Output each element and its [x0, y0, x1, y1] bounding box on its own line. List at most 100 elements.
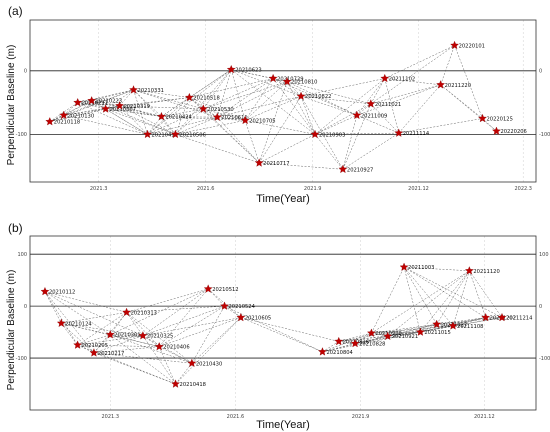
interferogram-pair-line — [133, 89, 176, 135]
interferogram-pair-line — [175, 120, 246, 135]
interferogram-pair-line — [398, 84, 441, 134]
interferogram-pair-line — [126, 288, 209, 313]
interferogram-pair-line — [356, 103, 371, 116]
acquisition-date-label: 20210205 — [82, 343, 108, 349]
interferogram-pair-line — [300, 78, 385, 97]
interferogram-pair-line — [91, 89, 134, 101]
interferogram-pair-line — [63, 89, 134, 116]
interferogram-pair-line — [287, 81, 371, 105]
interferogram-pair-line — [387, 317, 486, 337]
interferogram-pair-line — [440, 84, 497, 132]
interferogram-pair-line — [469, 270, 503, 318]
acquisition-date-label: 20210717 — [263, 161, 289, 167]
panel-b-label: (b) — [8, 221, 23, 235]
interferogram-pair-line — [452, 270, 470, 326]
interferogram-pair-line — [147, 97, 190, 135]
interferogram-pair-line — [436, 324, 454, 327]
x-tick-label: 2021.3 — [90, 186, 108, 192]
acquisition-date-label: 20210611 — [221, 115, 247, 121]
interferogram-pair-line — [189, 97, 218, 118]
interferogram-pair-line — [119, 97, 190, 106]
panel-a-x-axis-label: Time(Year) — [256, 193, 310, 205]
interferogram-pair-line — [398, 118, 483, 134]
interferogram-pair-line — [356, 115, 399, 134]
interferogram-pair-line — [175, 363, 193, 385]
interferogram-pair-line — [231, 69, 302, 97]
interferogram-pair-line — [175, 69, 232, 135]
interferogram-pair-line — [93, 335, 143, 354]
acquisition-star-point — [432, 319, 442, 329]
acquisition-star-point — [73, 340, 82, 349]
acquisition-star-point — [101, 104, 110, 113]
acquisition-star-point — [184, 92, 194, 102]
acquisition-date-label: 20210331 — [138, 88, 164, 94]
acquisition-star-point — [464, 266, 474, 275]
acquisition-date-label: 20211120 — [473, 269, 499, 275]
interferogram-pair-line — [105, 108, 176, 135]
acquisition-date-label: 20210729 — [277, 76, 303, 82]
interferogram-pair-line — [110, 288, 209, 335]
acquisition-star-point — [45, 117, 55, 126]
interferogram-pair-line — [244, 120, 260, 164]
acquisition-star-point — [105, 330, 115, 339]
acquisition-star-point — [171, 379, 180, 388]
acquisition-star-point — [198, 104, 208, 113]
acquisition-star-point — [143, 129, 152, 139]
interferogram-pair-line — [314, 134, 344, 170]
interferogram-pair-line — [403, 266, 503, 318]
interferogram-pair-line — [44, 291, 127, 313]
interferogram-pair-line — [217, 116, 246, 121]
interferogram-pair-line — [77, 102, 106, 110]
interferogram-pair-line — [77, 89, 134, 103]
interferogram-pair-line — [314, 78, 385, 135]
interferogram-pair-line — [371, 331, 421, 334]
interferogram-pair-line — [403, 267, 421, 333]
interferogram-pair-line — [203, 69, 232, 110]
acquisition-date-label: 20211214 — [506, 316, 533, 322]
interferogram-pair-line — [147, 69, 232, 135]
interferogram-pair-line — [203, 78, 274, 110]
interferogram-pair-line — [452, 317, 503, 327]
acquisition-date-label: 20210412 — [151, 132, 177, 138]
interferogram-pair-line — [93, 346, 160, 354]
acquisition-star-point — [59, 110, 69, 120]
acquisition-star-point — [115, 101, 124, 110]
interferogram-pair-line — [371, 332, 388, 337]
acquisition-date-label: 20211021 — [375, 102, 401, 108]
acquisition-star-point — [157, 111, 166, 121]
y-tick-label-right: 0 — [539, 69, 542, 75]
interferogram-pair-line — [217, 81, 288, 118]
interferogram-pair-line — [342, 115, 358, 170]
interferogram-pair-line — [159, 346, 192, 364]
acquisition-date-label: 20211015 — [424, 330, 450, 336]
interferogram-pair-line — [273, 78, 357, 116]
acquisition-date-label: 20210921 — [392, 334, 418, 340]
interferogram-pair-line — [147, 116, 218, 135]
interferogram-pair-line — [356, 78, 385, 116]
panel-a: (a) Perpendicular Baseline (m) Time(Year… — [6, 4, 550, 205]
interferogram-pair-line — [175, 134, 260, 164]
interferogram-pair-line — [159, 288, 209, 347]
x-tick-label: 2022.3 — [514, 186, 532, 192]
acquisition-star-point — [138, 331, 148, 340]
interferogram-pair-line — [370, 45, 455, 105]
interferogram-pair-line — [322, 331, 421, 353]
interferogram-pair-line — [203, 108, 246, 121]
interferogram-pair-line — [259, 162, 343, 170]
interferogram-pair-line — [61, 323, 78, 346]
x-tick-label: 2021.6 — [197, 186, 215, 192]
interferogram-pair-line — [159, 305, 225, 347]
interferogram-pair-line — [77, 102, 148, 135]
interferogram-pair-line — [404, 266, 470, 272]
interferogram-pair-line — [240, 317, 323, 353]
interferogram-pair-line — [370, 84, 441, 105]
interferogram-pair-line — [203, 108, 260, 164]
acquisition-star-point — [399, 262, 409, 271]
panel-b-y-axis-label: Perpendicular Baseline (m) — [6, 270, 17, 391]
acquisition-date-label: 20210130 — [68, 113, 94, 119]
interferogram-pair-line — [105, 89, 134, 110]
interferogram-pair-line — [142, 317, 241, 336]
acquisition-star-point — [394, 128, 404, 137]
interferogram-pair-line — [203, 81, 288, 110]
